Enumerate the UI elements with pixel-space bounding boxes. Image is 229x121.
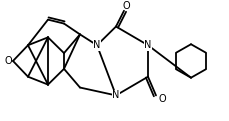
Text: O: O [122,1,130,11]
Text: N: N [93,40,101,50]
Text: N: N [144,40,152,50]
Text: O: O [4,56,12,66]
Text: O: O [158,94,166,104]
Text: N: N [112,90,120,100]
